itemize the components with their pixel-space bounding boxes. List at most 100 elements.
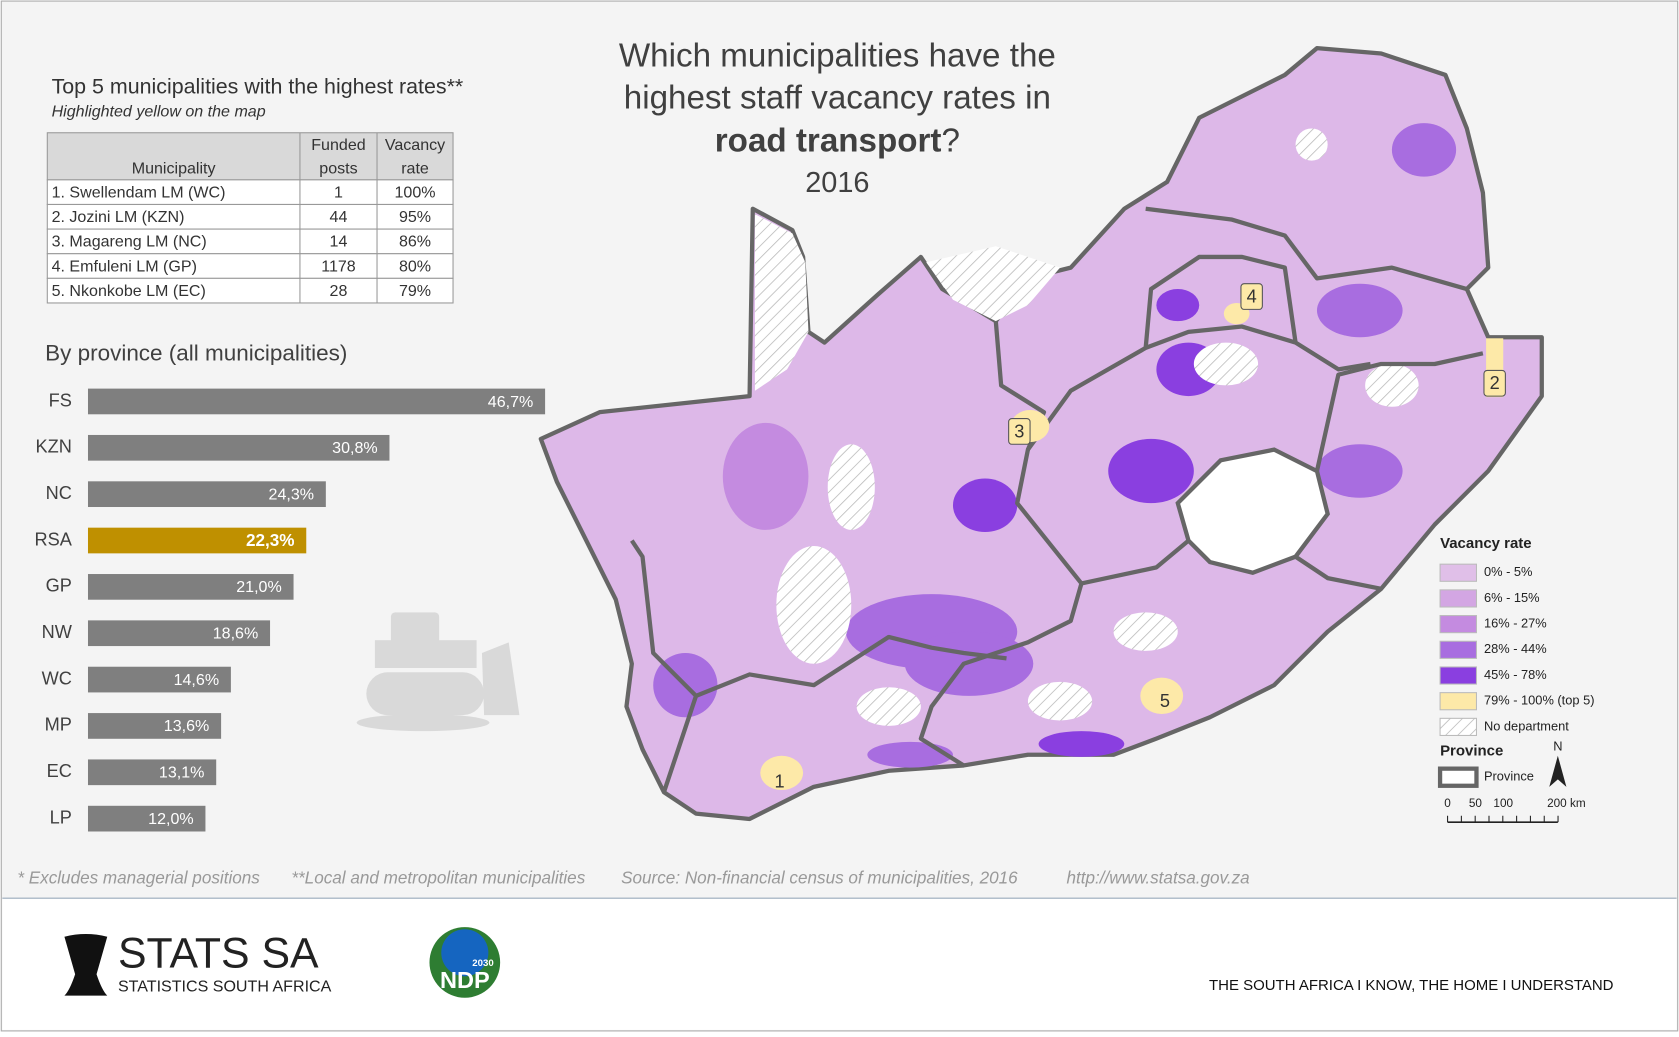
tagline: THE SOUTH AFRICA I KNOW, THE HOME I UNDE…: [1209, 977, 1614, 994]
value-label: 13,1%: [159, 764, 205, 782]
bulldozer-icon: [356, 612, 520, 732]
province-border: [1145, 206, 1468, 292]
table-cell: 1: [334, 183, 343, 201]
map-markers: 1 2 3 4 5: [774, 283, 1506, 791]
table-cell: 1. Swellendam LM (WC): [52, 183, 226, 201]
no-department: [926, 246, 1061, 322]
category-label: KZN: [36, 437, 72, 457]
legend-swatch: [1439, 717, 1478, 736]
marker-box: [1240, 283, 1263, 310]
province-border: [1314, 351, 1484, 472]
table-header: posts: [319, 159, 357, 177]
table-header: rate: [401, 159, 429, 177]
title-suffix: ?: [941, 122, 959, 159]
province-border: [1143, 254, 1298, 349]
marker-label: 3: [1014, 421, 1024, 441]
table-cell: 5. Nkonkobe LM (EC): [52, 282, 206, 300]
legend-title: Province: [1440, 742, 1503, 759]
bar: [87, 527, 307, 554]
title-line: highest staff vacancy rates in: [624, 79, 1051, 116]
title-bold: road transport: [715, 122, 942, 159]
table-cell: 100%: [395, 183, 436, 201]
footer-band: [2, 898, 1677, 1030]
table-title: Top 5 municipalities with the highest ra…: [52, 74, 464, 98]
footnote: http://www.statsa.gov.za: [1066, 868, 1249, 887]
category-label: MP: [45, 715, 72, 735]
icon-part: [481, 642, 520, 716]
region: [1316, 444, 1403, 498]
category-label: LP: [50, 807, 72, 827]
title-line: Which municipalities have the: [619, 38, 1056, 75]
table-cell: 44: [330, 208, 348, 226]
no-department: [1365, 363, 1419, 407]
value-label: 13,6%: [164, 717, 210, 735]
marker-label: 1: [774, 771, 784, 791]
region: [867, 741, 953, 768]
value-label: 14,6%: [174, 671, 220, 689]
stats-logo-mark: [64, 934, 108, 996]
legend-label: 79% - 100% (top 5): [1484, 693, 1595, 708]
bar: [87, 759, 217, 786]
top5-region: [1140, 677, 1184, 715]
marker-label: 4: [1247, 286, 1257, 306]
legend-swatch: [1439, 589, 1478, 608]
category-label: NC: [46, 483, 72, 503]
legend-label: 6% - 15%: [1484, 590, 1540, 605]
bar: [87, 805, 206, 832]
table-subtitle: Highlighted yellow on the map: [52, 103, 266, 121]
table-cell: 28: [330, 282, 348, 300]
scale-label: 100: [1493, 797, 1513, 810]
stats-logo: STATS SA: [118, 929, 319, 977]
bar: [87, 666, 231, 693]
province-border: [695, 634, 1007, 698]
marker-box: [1008, 418, 1031, 445]
table-row: [46, 179, 454, 206]
value-label: 12,0%: [148, 810, 194, 828]
north-label: N: [1553, 739, 1562, 754]
table-cell: 4. Emfuleni LM (GP): [52, 257, 197, 275]
legend-swatch: [1439, 615, 1478, 634]
category-label: RSA: [35, 529, 73, 549]
table-cell: 86%: [399, 233, 431, 251]
province-border: [630, 539, 699, 793]
no-department: [776, 545, 852, 664]
map-legend: Vacancy rate 0% - 5% 6% - 15% 16% - 27% 28% …: [1437, 535, 1595, 823]
chart-title: By province (all municipalities): [45, 340, 347, 365]
value-label: 46,7%: [488, 393, 534, 411]
marker-label: 2: [1490, 373, 1500, 393]
region: [1391, 123, 1457, 177]
icon-part: [366, 672, 485, 716]
region: [1316, 283, 1403, 338]
legend-label: 0% - 5%: [1484, 564, 1532, 579]
ndp-logo: NDP: [440, 967, 490, 993]
region: [952, 478, 1018, 533]
table-header: Municipality: [132, 159, 216, 177]
footnote: **Local and metropolitan municipalities: [291, 868, 585, 887]
footnotes: * Excludes managerial positions **Local a…: [17, 868, 1249, 887]
bar: [87, 434, 390, 461]
value-label: 22,3%: [246, 531, 295, 550]
bar: [87, 713, 222, 739]
province-border: [1080, 538, 1190, 586]
north-arrow: [1549, 755, 1567, 787]
table-cell: 3. Magareng LM (NC): [52, 233, 207, 251]
table-cell: 80%: [399, 257, 431, 275]
bar: [87, 388, 546, 415]
stats-logo-sub: STATISTICS SOUTH AFRICA: [118, 977, 332, 995]
value-label: 30,8%: [332, 439, 378, 457]
legend-label: No department: [1484, 718, 1569, 733]
title-year: 2016: [805, 167, 869, 199]
region: [1038, 731, 1125, 757]
icon-part: [356, 714, 490, 732]
legend-swatch: [1439, 692, 1478, 711]
region: [1156, 289, 1200, 322]
no-department: [856, 687, 921, 726]
table-row: [46, 228, 454, 255]
no-department: [754, 214, 809, 391]
table-cell: 1178: [321, 257, 356, 275]
legend-label: Province: [1484, 769, 1534, 784]
table-cell: 79%: [399, 282, 431, 300]
marker-label: 5: [1160, 691, 1170, 711]
category-label: GP: [46, 576, 72, 596]
